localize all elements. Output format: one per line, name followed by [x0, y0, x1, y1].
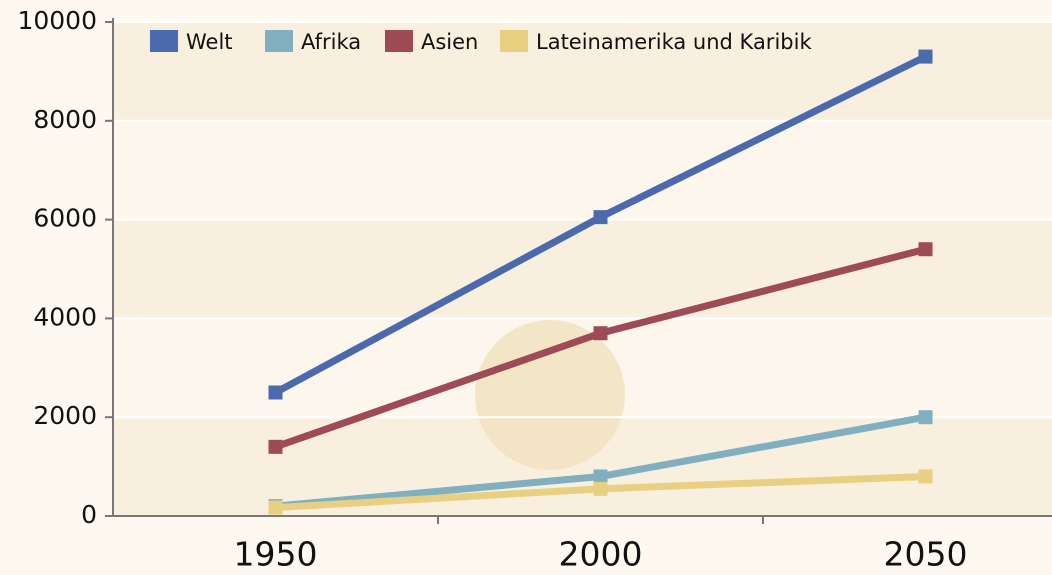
marker — [918, 410, 933, 425]
y-tick-label: 2000 — [33, 401, 97, 430]
y-tick-label: 4000 — [33, 302, 97, 331]
marker — [593, 481, 608, 496]
y-tick-label: 8000 — [33, 105, 97, 134]
legend-label: Afrika — [301, 30, 361, 54]
y-tick-label: 6000 — [33, 204, 97, 233]
legend-swatch — [385, 30, 413, 52]
y-tick-label: 0 — [81, 500, 97, 529]
band — [113, 120, 1052, 220]
marker — [918, 469, 933, 484]
legend-swatch — [150, 30, 178, 52]
x-tick-label: 2050 — [884, 535, 968, 574]
legend-label: Lateinamerika und Karibik — [536, 30, 812, 54]
marker — [918, 242, 933, 257]
marker — [593, 210, 608, 225]
legend-label: Welt — [186, 30, 233, 54]
marker — [593, 469, 608, 484]
legend-swatch — [500, 30, 528, 52]
x-tick-label: 1950 — [234, 535, 318, 574]
marker — [268, 385, 283, 400]
legend-label: Asien — [421, 30, 478, 54]
marker — [918, 49, 933, 64]
marker — [268, 439, 283, 454]
band — [113, 219, 1052, 319]
y-tick-label: 10000 — [17, 6, 97, 35]
marker — [593, 326, 608, 341]
x-tick-label: 2000 — [559, 535, 643, 574]
marker — [268, 500, 283, 515]
legend-swatch — [265, 30, 293, 52]
globe — [475, 320, 625, 470]
